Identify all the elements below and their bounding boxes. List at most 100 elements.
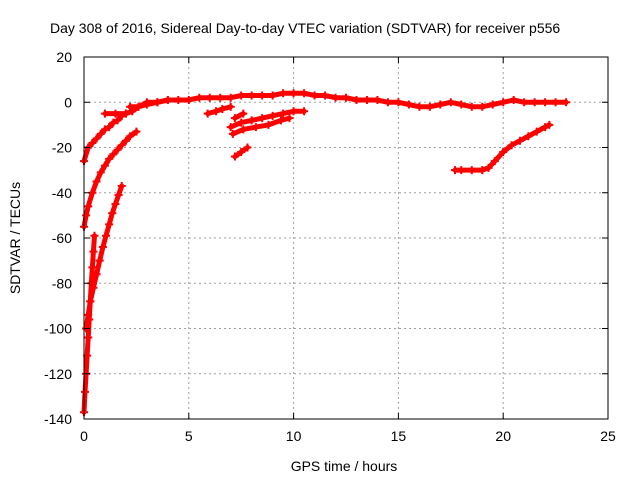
data-point [467, 166, 476, 175]
series-arc-early-steep-2 [82, 181, 126, 333]
data-point [117, 181, 126, 190]
y-tick-label: -120 [44, 366, 72, 382]
data-point [203, 109, 212, 118]
data-point [88, 263, 97, 272]
data-point [490, 157, 499, 166]
x-tick-label: 25 [600, 428, 616, 444]
data-point [96, 129, 105, 138]
data-point [247, 91, 256, 100]
data-point [467, 102, 476, 111]
data-point [507, 141, 516, 150]
data-point [81, 387, 90, 396]
data-point [95, 256, 104, 265]
data-point [174, 95, 183, 104]
series-arc-7h-low [230, 143, 252, 161]
data-point [237, 91, 246, 100]
y-tick-label: -100 [44, 321, 72, 337]
data-point [530, 98, 539, 107]
data-point [212, 107, 221, 116]
data-layer [80, 89, 571, 417]
data-point [277, 116, 286, 125]
data-point [300, 107, 309, 116]
data-point [121, 109, 130, 118]
data-point [105, 220, 114, 229]
data-point [457, 166, 466, 175]
data-point [98, 243, 107, 252]
data-point [436, 100, 445, 109]
data-point [153, 98, 162, 107]
data-point [425, 102, 434, 111]
data-point [113, 145, 122, 154]
data-point [92, 177, 101, 186]
data-point [142, 100, 151, 109]
data-point [321, 91, 330, 100]
series-arc-late-rise [450, 120, 554, 175]
data-point [394, 98, 403, 107]
y-tick-label: 0 [64, 94, 72, 110]
tick-layer: 0 5 10 15 20 25 -140 -120 -100 -80 -60 -40 -20 0 20 [44, 49, 616, 444]
x-tick-label: 10 [286, 428, 302, 444]
data-point [478, 166, 487, 175]
series-arc-near-zero-secondary [126, 95, 172, 111]
data-point [102, 231, 111, 240]
grid-layer [84, 57, 608, 419]
data-point [111, 200, 120, 209]
x-tick-label: 20 [495, 428, 511, 444]
data-point [218, 105, 227, 114]
data-point [532, 127, 541, 136]
data-point [86, 297, 95, 306]
data-point [362, 95, 371, 104]
data-point [279, 89, 288, 98]
data-point [126, 132, 135, 141]
series-arc-7h-middle [228, 114, 294, 138]
data-point [258, 91, 267, 100]
data-point [404, 100, 413, 109]
data-point [216, 93, 225, 102]
x-tick-label: 5 [185, 428, 193, 444]
data-point [105, 123, 114, 132]
series-arc-near-zero-main [100, 89, 571, 118]
data-point [515, 136, 524, 145]
data-point [92, 134, 101, 143]
series-arc-early-mid [80, 127, 141, 231]
y-tick-label: -60 [52, 230, 72, 246]
data-point [373, 95, 382, 104]
x-tick-label: 0 [80, 428, 88, 444]
data-point [342, 93, 350, 102]
data-point [228, 129, 237, 138]
data-point [551, 98, 560, 107]
data-point [195, 93, 204, 102]
data-point [383, 98, 392, 107]
data-point [524, 132, 533, 141]
data-point [268, 91, 277, 100]
series-arc-early-top [80, 109, 130, 166]
data-point [84, 333, 93, 342]
data-point [96, 168, 105, 177]
data-point [247, 116, 256, 125]
data-point [258, 114, 267, 123]
data-point [541, 123, 550, 132]
y-tick-label: -20 [52, 140, 72, 156]
data-point [562, 98, 571, 107]
data-point [108, 209, 117, 218]
y-tick-label: -40 [52, 185, 72, 201]
data-point [457, 100, 466, 109]
data-point [121, 136, 130, 145]
data-point [352, 95, 361, 104]
y-tick-label: 20 [56, 49, 72, 65]
data-point [117, 111, 126, 120]
data-point [109, 118, 118, 127]
data-point [499, 148, 508, 157]
data-point [89, 247, 98, 256]
data-point [226, 93, 235, 102]
data-point [226, 123, 235, 132]
data-point [310, 91, 319, 100]
data-point [184, 95, 193, 104]
data-point [446, 98, 455, 107]
y-tick-label: -80 [52, 275, 72, 291]
data-point [499, 98, 508, 107]
series-band [205, 104, 234, 117]
data-point [239, 109, 248, 118]
data-point [109, 150, 118, 159]
